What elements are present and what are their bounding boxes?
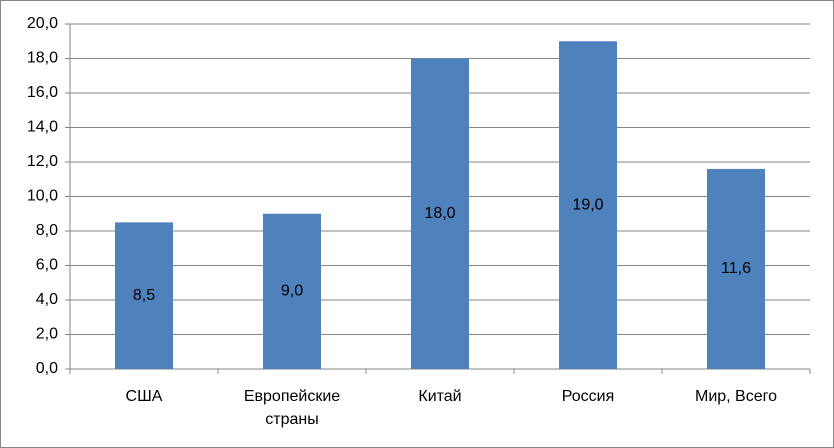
- y-tick-label: 4,0: [36, 291, 58, 308]
- x-tick-label: Китай: [418, 388, 462, 405]
- bar: [263, 213, 321, 369]
- bar: [411, 58, 469, 369]
- y-tick-label: 16,0: [27, 84, 58, 101]
- y-tick-label: 6,0: [36, 257, 58, 274]
- bar: [559, 41, 617, 369]
- y-tick-label: 20,0: [27, 15, 58, 32]
- bar: [707, 168, 765, 369]
- y-tick-label: 8,0: [36, 222, 58, 239]
- y-tick-label: 14,0: [27, 119, 58, 136]
- y-tick-label: 0,0: [36, 360, 58, 377]
- y-tick-label: 18,0: [27, 50, 58, 67]
- y-tick-label: 2,0: [36, 326, 58, 343]
- y-tick-label: 12,0: [27, 153, 58, 170]
- x-tick-label: Россия: [561, 388, 615, 405]
- value-label: 8,5: [133, 287, 155, 304]
- x-tick-label: Мир, Всего: [694, 388, 777, 405]
- x-tick-label: США: [125, 388, 163, 405]
- value-label: 19,0: [572, 196, 603, 213]
- y-tick-label: 10,0: [27, 188, 58, 205]
- value-label: 18,0: [424, 205, 455, 222]
- value-label: 9,0: [281, 283, 303, 300]
- x-tick-label: Европейские страны: [243, 388, 341, 428]
- value-label: 11,6: [721, 260, 751, 277]
- bar: [115, 222, 173, 369]
